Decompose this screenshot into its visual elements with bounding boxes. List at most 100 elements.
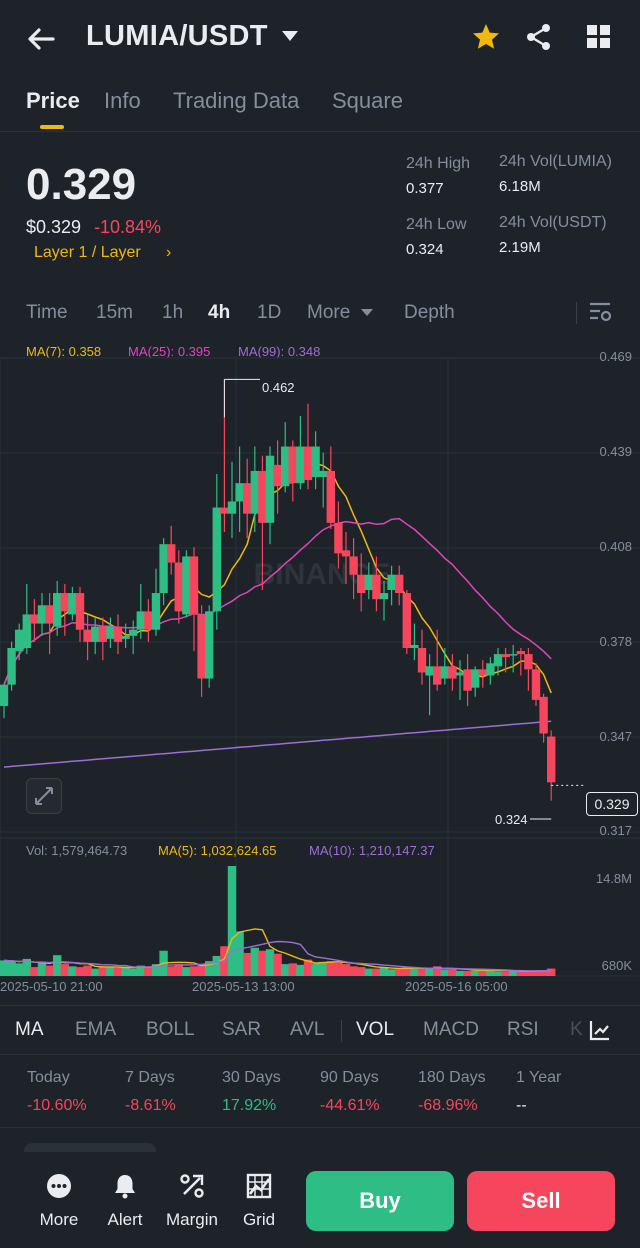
margin-button[interactable]: Margin [160, 1152, 224, 1248]
volume-bar [281, 964, 290, 976]
price-chart[interactable]: MA(7): 0.358 MA(25): 0.395 MA(99): 0.348… [0, 336, 640, 1000]
candle-body [15, 629, 24, 652]
candle-body [326, 470, 335, 523]
perf-value-90d: -44.61% [320, 1097, 380, 1114]
grid-button[interactable]: Grid [232, 1152, 286, 1248]
vol-ma10-line [3, 940, 552, 972]
candle-body [30, 614, 39, 624]
candle-body [197, 614, 206, 679]
volume-bar [151, 964, 161, 976]
favorite-star-icon[interactable] [471, 22, 501, 52]
perf-value-30d: 17.92% [222, 1097, 277, 1114]
interval-time[interactable]: Time [26, 302, 68, 323]
volume-bar [0, 960, 9, 976]
expand-icon [35, 787, 53, 805]
interval-1h[interactable]: 1h [162, 302, 184, 323]
indicator-ema[interactable]: EMA [75, 1019, 117, 1040]
volume-bar [516, 971, 525, 976]
candle-body [463, 669, 472, 691]
volume-bar [129, 968, 138, 976]
volume-bar [463, 970, 472, 976]
y-tick-1: 0.439 [599, 444, 632, 459]
tab-trading-data[interactable]: Trading Data [173, 88, 300, 113]
current-price-tag: 0.329 [586, 792, 638, 816]
candle-body [37, 605, 47, 624]
interval-4h[interactable]: 4h [208, 302, 231, 323]
candle-body [7, 648, 16, 685]
depth-tab[interactable]: Depth [404, 302, 455, 323]
volume-bar [250, 947, 259, 976]
candle-body [68, 593, 77, 615]
bell-icon [115, 1175, 135, 1199]
candle-body [182, 556, 191, 615]
tab-square[interactable]: Square [332, 88, 403, 113]
tab-price[interactable]: Price [26, 88, 80, 113]
back-arrow-icon[interactable] [24, 22, 58, 56]
tab-info[interactable]: Info [104, 88, 141, 113]
indicator-boll[interactable]: BOLL [146, 1019, 195, 1040]
interval-1d[interactable]: 1D [257, 302, 282, 323]
category-link[interactable]: Layer 1 / Layer [34, 244, 141, 261]
alert-button[interactable]: Alert [96, 1152, 154, 1248]
indicator-rsi[interactable]: RSI [507, 1019, 539, 1040]
sell-button[interactable]: Sell [467, 1171, 615, 1231]
volume-bar [493, 971, 503, 976]
perf-label-today: Today [27, 1069, 70, 1086]
candle-body [296, 446, 305, 484]
indicator-avl[interactable]: AVL [290, 1019, 325, 1040]
fiat-price: $0.329 [26, 217, 82, 237]
last-price: 0.329 [26, 160, 137, 209]
volume-bar [334, 962, 343, 976]
ma99-line [3, 720, 552, 768]
candle-body [357, 574, 366, 594]
header: LUMIA/USDT [0, 0, 640, 78]
x-label-1: 2025-05-13 13:00 [192, 979, 295, 994]
volume-bar [547, 968, 556, 976]
candle-body [471, 669, 480, 688]
candle-body [349, 556, 358, 575]
indicator-k[interactable]: K [570, 1019, 583, 1040]
candle-body [205, 611, 214, 679]
perf-value-7d: -8.61% [125, 1097, 176, 1114]
more-button[interactable]: More [30, 1152, 88, 1248]
candle-body [493, 654, 503, 667]
grid-bot-icon [246, 1173, 272, 1199]
chart-settings-icon[interactable] [588, 300, 612, 324]
share-icon[interactable] [524, 22, 554, 52]
pair-dropdown-caret-icon[interactable] [282, 31, 298, 41]
indicator-settings-icon[interactable] [588, 1018, 612, 1042]
indicator-ma[interactable]: MA [15, 1019, 44, 1040]
bottom-action-bar: More Alert Margin Grid Buy Sell [0, 1152, 640, 1248]
interval-15m[interactable]: 15m [96, 302, 133, 323]
volume-bar [387, 969, 396, 976]
indicator-macd[interactable]: MACD [423, 1019, 479, 1040]
volume-bar [98, 966, 107, 976]
low-value: 0.324 [406, 241, 444, 258]
candle-body [433, 666, 442, 685]
volume-bar [433, 966, 442, 976]
candle-body [478, 669, 487, 676]
margin-label: Margin [166, 1210, 218, 1229]
candle-body [220, 507, 229, 514]
candle-body [144, 611, 153, 630]
interval-more[interactable]: More [307, 302, 351, 323]
percent-icon [180, 1174, 204, 1198]
candle-body [167, 544, 176, 563]
volume-bar [524, 970, 533, 976]
buy-button[interactable]: Buy [306, 1171, 454, 1231]
indicator-sar[interactable]: SAR [222, 1019, 262, 1040]
candle-body [189, 556, 199, 615]
volume-bar [471, 970, 480, 976]
ma25-legend: MA(25): 0.395 [128, 344, 211, 359]
fullscreen-button[interactable] [26, 778, 62, 814]
candle-body [425, 666, 434, 676]
vol-base-label: 24h Vol(LUMIA) [499, 153, 612, 170]
grid-menu-icon[interactable] [584, 22, 614, 52]
candle-body [22, 614, 31, 648]
pair-title[interactable]: LUMIA/USDT [86, 20, 268, 52]
volume-bar [75, 967, 85, 976]
interval-bar: Time 15m 1h 4h 1D More Depth [0, 294, 640, 334]
candle-body [509, 654, 518, 656]
indicator-vol[interactable]: VOL [356, 1019, 395, 1040]
candle-body [524, 654, 533, 670]
